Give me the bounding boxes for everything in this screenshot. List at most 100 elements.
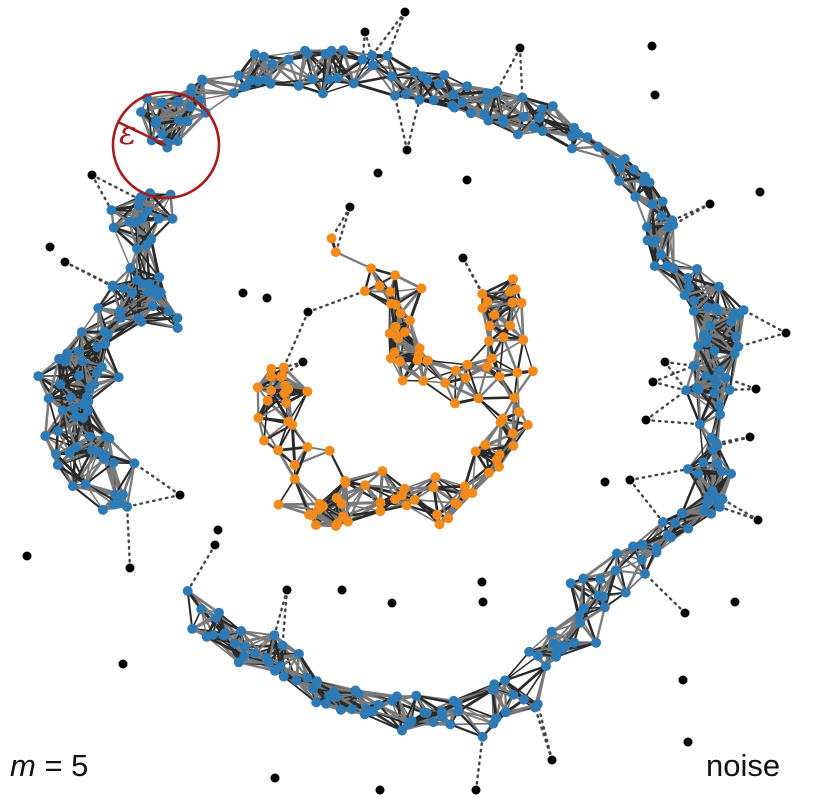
outer-cluster-point — [688, 360, 699, 371]
outer-cluster-point — [85, 431, 96, 442]
cluster-edge — [322, 82, 355, 95]
outer-cluster-point — [657, 517, 668, 527]
inner-cluster-point — [482, 361, 492, 372]
outer-cluster-point — [705, 320, 716, 331]
outer-cluster-point — [681, 385, 692, 396]
inner-cluster-point — [302, 386, 313, 397]
noise-point — [745, 432, 755, 442]
outer-cluster-point — [249, 49, 260, 60]
outer-cluster-point — [81, 391, 92, 402]
outer-cluster-point — [107, 280, 118, 291]
cluster-edge — [697, 344, 700, 391]
inner-cluster-point — [276, 371, 287, 382]
cluster-edge — [717, 285, 745, 312]
cluster-edge — [405, 504, 441, 526]
outer-cluster-point — [662, 530, 673, 540]
cluster-edge — [432, 486, 450, 520]
inner-cluster-point — [375, 506, 386, 517]
outer-cluster-point — [338, 45, 349, 56]
outer-cluster-point — [518, 694, 529, 705]
noise-point — [705, 199, 715, 209]
outer-cluster-point — [439, 70, 450, 81]
inner-cluster-point — [507, 297, 518, 308]
cluster-edge — [432, 485, 467, 489]
outer-cluster-point — [677, 508, 688, 519]
outer-cluster-point — [264, 657, 275, 668]
inner-cluster-point — [390, 329, 401, 339]
outer-cluster-point — [293, 80, 304, 91]
noise-point — [375, 785, 385, 795]
outer-cluster-point — [636, 554, 647, 565]
cluster-edge — [520, 301, 525, 342]
cluster-edge — [352, 54, 373, 85]
cluster-edge — [474, 421, 502, 453]
noise-point — [360, 27, 370, 37]
noise-link — [663, 360, 695, 367]
outer-cluster-point — [565, 578, 576, 589]
inner-cluster-point — [385, 353, 396, 364]
noise-link — [651, 380, 688, 392]
outer-cluster-point — [328, 686, 339, 697]
outer-cluster-point — [692, 264, 703, 274]
outer-cluster-point — [477, 731, 488, 742]
cluster-edge — [186, 589, 194, 630]
cluster-edge — [488, 301, 523, 327]
cluster-edge — [371, 710, 413, 723]
cluster-edge — [343, 469, 384, 483]
cluster-edge — [434, 476, 466, 488]
inner-cluster-point — [487, 353, 497, 364]
outer-cluster-point — [591, 637, 602, 648]
outer-cluster-point — [78, 412, 89, 423]
cluster-edge — [43, 397, 51, 438]
noise-point — [282, 585, 292, 595]
inner-cluster-point — [331, 492, 342, 503]
m-value: 5 — [71, 748, 89, 783]
noise-link — [63, 260, 114, 288]
outer-cluster-point — [682, 464, 693, 475]
cluster-edge — [152, 305, 179, 329]
inner-cluster-point — [374, 280, 385, 291]
cluster-edge — [346, 484, 367, 523]
inner-cluster-point — [430, 472, 441, 483]
outer-cluster-point — [428, 95, 439, 106]
cluster-edge — [71, 448, 94, 488]
noise-link — [663, 360, 688, 392]
cluster-edge — [136, 247, 161, 279]
cluster-edge — [449, 723, 484, 738]
inner-cluster-point — [498, 332, 509, 342]
outer-cluster-point — [610, 565, 621, 576]
outer-cluster-point — [106, 205, 117, 216]
cluster-edge — [456, 702, 498, 720]
outer-cluster-point — [64, 447, 75, 458]
outer-cluster-point — [219, 628, 230, 639]
outer-cluster-point — [182, 586, 193, 596]
cluster-edge — [413, 498, 441, 526]
outer-cluster-point — [357, 54, 368, 65]
outer-cluster-point — [146, 234, 157, 245]
noise-point — [262, 293, 272, 303]
cluster-edge — [61, 409, 71, 454]
cluster-edge — [615, 552, 627, 594]
cluster-edge — [139, 110, 154, 142]
outer-cluster-point — [236, 626, 247, 636]
outer-cluster-point — [77, 356, 88, 367]
cluster-edge — [486, 277, 515, 304]
cluster-edge — [204, 92, 235, 114]
inner-cluster-point — [283, 384, 294, 395]
noise-point — [625, 475, 635, 485]
outer-cluster-point — [293, 648, 304, 659]
outer-cluster-point — [300, 45, 310, 56]
outer-cluster-point — [693, 384, 704, 395]
outer-cluster-point — [668, 219, 679, 230]
inner-cluster-point — [509, 392, 520, 403]
outer-cluster-point — [738, 305, 749, 316]
cluster-edge — [54, 452, 88, 486]
inner-cluster-point — [340, 476, 351, 486]
noise-link — [644, 389, 688, 422]
noise-link — [721, 498, 760, 522]
inner-cluster-point — [434, 519, 445, 530]
cluster-edge — [432, 486, 467, 496]
outer-cluster-point — [368, 60, 378, 71]
outer-cluster-point — [411, 690, 422, 701]
cluster-edge — [61, 408, 78, 449]
